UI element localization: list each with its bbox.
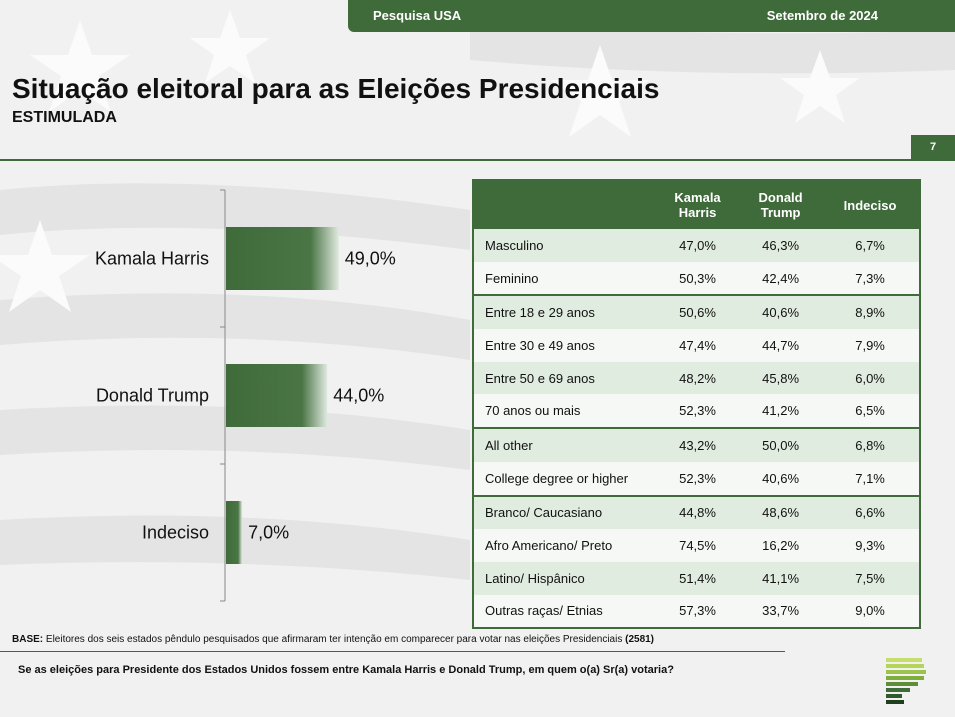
row-label: Masculino: [473, 229, 655, 262]
table-cell: 41,2%: [740, 394, 822, 429]
base-text: Eleitores dos seis estados pêndulo pesqu…: [43, 634, 626, 645]
bar-2: [226, 364, 328, 427]
table-row: Entre 18 e 29 anos 50,6% 40,6% 8,9%: [473, 294, 920, 330]
base-note: BASE: Eleitores dos seis estados pêndulo…: [12, 634, 654, 645]
page-title: Situação eleitoral para as Eleições Pres…: [12, 73, 660, 104]
table-cell: 6,7%: [821, 229, 920, 262]
survey-date: Setembro de 2024: [766, 8, 878, 23]
row-label: 70 anos ou mais: [473, 394, 655, 429]
table-row: College degree or higher 52,3% 40,6% 7,1%: [473, 461, 920, 496]
table-cell: 51,4%: [655, 561, 741, 595]
table-row: Branco/ Caucasiano 44,8% 48,6% 6,6%: [473, 494, 920, 530]
row-label: Feminino: [473, 261, 655, 296]
table-cell: 50,6%: [655, 294, 741, 330]
table-cell: 42,4%: [740, 261, 822, 296]
category-label: Kamala Harris: [95, 249, 209, 269]
table-row: Latino/ Hispânico 51,4% 41,1% 7,5%: [473, 561, 920, 595]
table-row: All other 43,2% 50,0% 6,8%: [473, 427, 920, 462]
bar-3: [226, 501, 243, 564]
table-cell: 7,1%: [821, 461, 920, 496]
table-cell: 52,3%: [655, 461, 741, 496]
category-label: Indeciso: [142, 523, 209, 543]
table-row: Entre 50 e 69 anos 48,2% 45,8% 6,0%: [473, 361, 920, 395]
segment-table: Kamala Harris Donald Trump Indeciso Mascul…: [472, 179, 921, 630]
row-label: Entre 50 e 69 anos: [473, 361, 655, 395]
table-cell: 8,9%: [821, 294, 920, 330]
top-banner: Pesquisa USA Setembro de 2024: [348, 0, 955, 32]
header-donald-trump: Donald Trump: [740, 180, 822, 229]
table-cell: 9,3%: [821, 529, 920, 562]
table-cell: 47,4%: [655, 329, 741, 362]
table-row: Entre 30 e 49 anos 47,4% 44,7% 7,9%: [473, 329, 920, 362]
table-cell: 7,3%: [821, 261, 920, 296]
category-label: Donald Trump: [96, 386, 209, 406]
row-label: College degree or higher: [473, 461, 655, 496]
survey-question: Se as eleições para Presidente dos Estad…: [18, 664, 674, 676]
table-cell: 47,0%: [655, 229, 741, 262]
table-cell: 41,1%: [740, 561, 822, 595]
header-indeciso: Indeciso: [821, 180, 920, 229]
table-cell: 6,6%: [821, 494, 920, 530]
table-cell: 43,2%: [655, 427, 741, 462]
header-kamala-harris: Kamala Harris: [655, 180, 741, 229]
row-label: Afro Americano/ Preto: [473, 529, 655, 562]
table-cell: 6,0%: [821, 361, 920, 395]
table-cell: 52,3%: [655, 394, 741, 429]
table-cell: 44,7%: [740, 329, 822, 362]
bar-1: [226, 227, 339, 290]
table-cell: 6,8%: [821, 427, 920, 462]
table-cell: 46,3%: [740, 229, 822, 262]
table-cell: 6,5%: [821, 394, 920, 429]
company-logo: [886, 658, 926, 704]
row-label: Branco/ Caucasiano: [473, 494, 655, 530]
table-row: Afro Americano/ Preto 74,5% 16,2% 9,3%: [473, 529, 920, 562]
table-cell: 40,6%: [740, 461, 822, 496]
table-cell: 50,0%: [740, 427, 822, 462]
table-cell: 16,2%: [740, 529, 822, 562]
title-divider: [0, 159, 955, 161]
row-label: Entre 18 e 29 anos: [473, 294, 655, 330]
table-cell: 7,9%: [821, 329, 920, 362]
survey-name: Pesquisa USA: [373, 8, 462, 23]
data-label: 7,0%: [248, 523, 289, 543]
footer-divider: [0, 651, 785, 652]
table-cell: 57,3%: [655, 594, 741, 629]
base-label: BASE:: [12, 634, 44, 645]
table-cell: 48,6%: [740, 494, 822, 530]
table-cell: 33,7%: [740, 594, 822, 629]
table-header-label: [473, 180, 655, 229]
table-row: 70 anos ou mais 52,3% 41,2% 6,5%: [473, 394, 920, 429]
table-cell: 50,3%: [655, 261, 741, 296]
table-cell: 9,0%: [821, 594, 920, 629]
row-label: Entre 30 e 49 anos: [473, 329, 655, 362]
table-row: Outras raças/ Etnias 57,3% 33,7% 9,0%: [473, 594, 920, 629]
table-cell: 74,5%: [655, 529, 741, 562]
page-number: 7: [911, 135, 955, 159]
table-cell: 7,5%: [821, 561, 920, 595]
table-cell: 40,6%: [740, 294, 822, 330]
data-label: 44,0%: [333, 386, 384, 406]
row-label: All other: [473, 427, 655, 462]
table-row: Feminino 50,3% 42,4% 7,3%: [473, 261, 920, 296]
table-cell: 45,8%: [740, 361, 822, 395]
vote-intention-bar-chart: Kamala Harris 49,0% Donald Trump 44,0% Indec…: [95, 189, 396, 602]
table-cell: 44,8%: [655, 494, 741, 530]
base-sample-size: (2581): [625, 634, 655, 645]
row-label: Latino/ Hispânico: [473, 561, 655, 595]
table-row: Masculino 47,0% 46,3% 6,7%: [473, 229, 920, 262]
data-label: 49,0%: [345, 249, 396, 269]
table-cell: 48,2%: [655, 361, 741, 395]
table-header-row: Kamala Harris Donald Trump Indeciso: [473, 180, 920, 229]
row-label: Outras raças/ Etnias: [473, 594, 655, 629]
page-subtitle: ESTIMULADA: [12, 109, 117, 126]
